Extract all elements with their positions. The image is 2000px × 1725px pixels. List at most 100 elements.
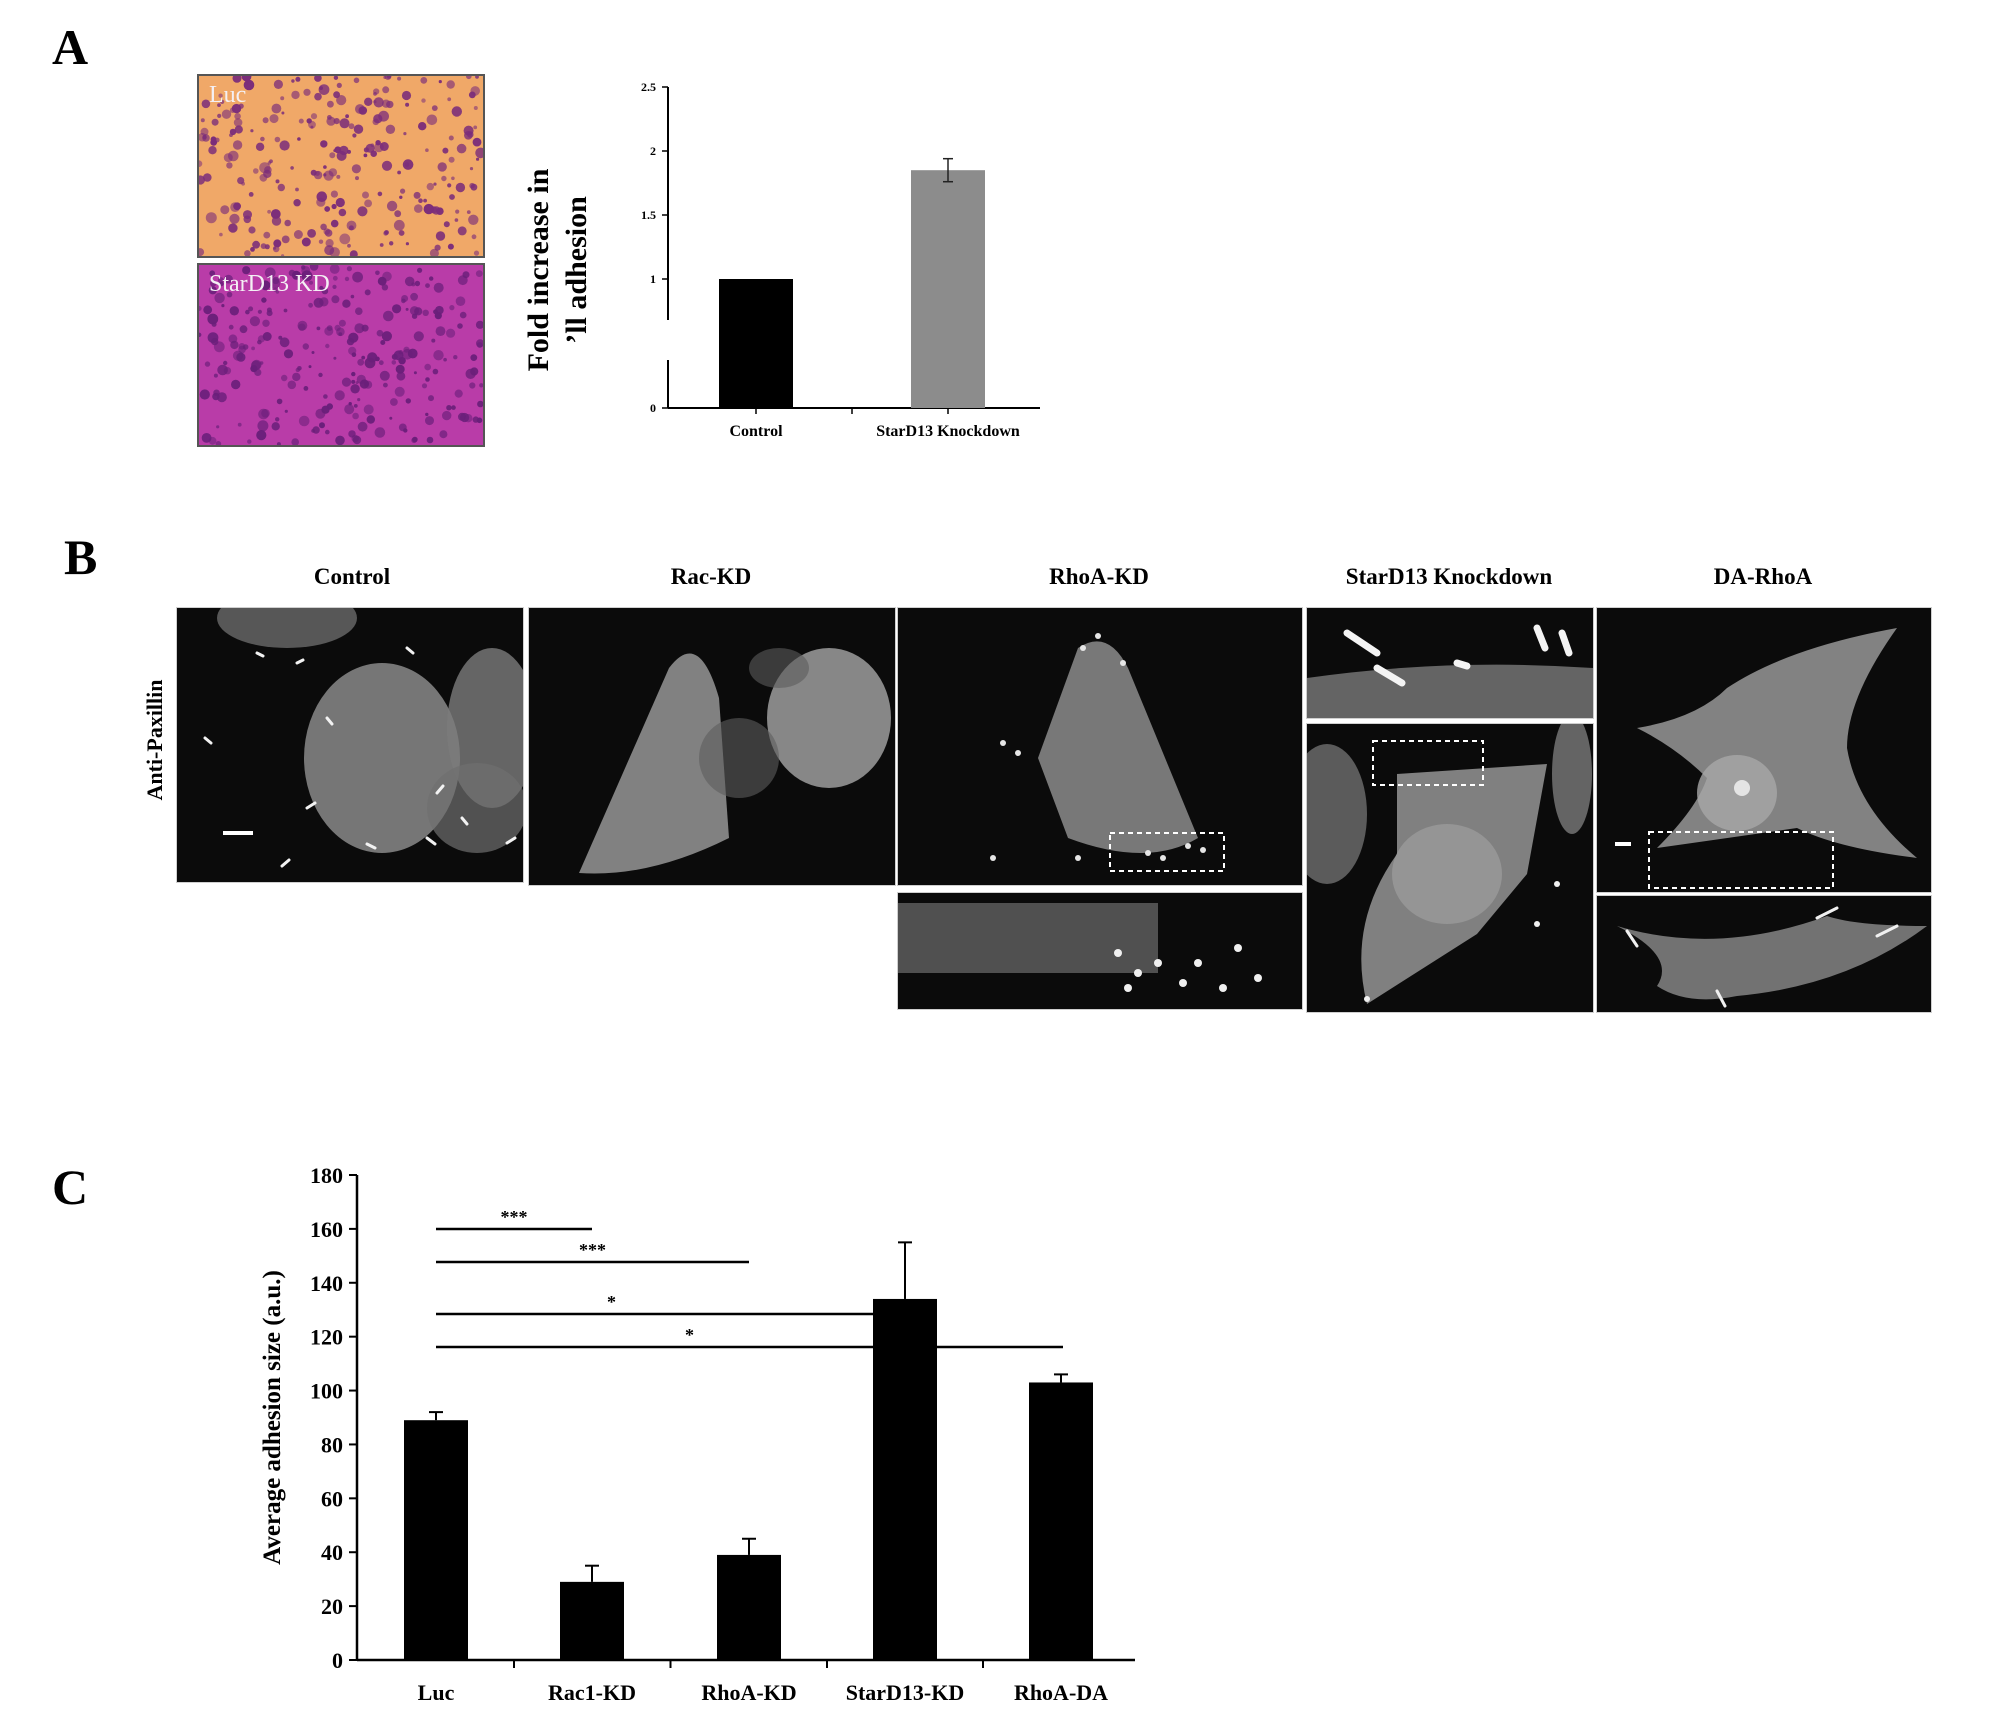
stained-cell <box>355 307 363 315</box>
stained-cell <box>357 398 361 402</box>
stained-cell <box>449 305 455 311</box>
stained-cell <box>457 226 467 236</box>
stained-cell <box>455 209 460 214</box>
stained-cell <box>248 192 254 197</box>
stained-cell <box>420 77 428 84</box>
stained-cell <box>398 357 406 365</box>
stained-cell <box>470 354 478 361</box>
stained-cell <box>438 80 442 84</box>
stained-cell <box>348 225 354 231</box>
stained-cell <box>291 79 295 83</box>
stained-cell <box>379 243 384 247</box>
stained-cell <box>228 324 234 330</box>
stained-cell <box>199 306 202 311</box>
stained-cell <box>421 383 428 389</box>
stained-cell <box>262 319 270 327</box>
stained-cell <box>327 115 332 120</box>
stained-cell <box>302 343 309 350</box>
stained-cell <box>229 213 240 224</box>
stained-cell <box>303 88 311 96</box>
stained-cell <box>276 442 281 445</box>
stained-cell <box>226 291 233 298</box>
stained-cell <box>333 356 337 360</box>
stained-cell <box>473 125 478 130</box>
stained-cell <box>398 350 403 355</box>
stained-cell <box>229 306 239 316</box>
x-tick-label: RhoA-KD <box>701 1680 796 1705</box>
stained-cell <box>334 390 345 401</box>
stained-cell <box>334 146 342 154</box>
stained-cell <box>426 182 434 191</box>
stained-cell <box>298 118 304 124</box>
stained-cell <box>397 76 402 81</box>
stard13-kd-micrograph-texture <box>199 265 483 445</box>
stained-cell <box>319 285 324 291</box>
stained-cell <box>332 284 337 289</box>
stained-cell <box>442 147 449 154</box>
stained-cell <box>211 321 217 327</box>
stained-cell <box>470 183 478 191</box>
stained-cell <box>381 99 391 108</box>
stained-cell <box>439 430 448 439</box>
stained-cell <box>287 380 297 390</box>
stained-cell <box>459 311 467 319</box>
stained-cell <box>363 153 368 158</box>
stained-cell <box>221 304 225 308</box>
stained-cell <box>413 191 421 199</box>
stained-cell <box>325 239 334 248</box>
stained-cell <box>352 271 363 283</box>
stained-cell <box>403 132 407 136</box>
stained-cell <box>449 194 455 200</box>
bar <box>873 1298 937 1660</box>
stained-cell <box>454 389 463 398</box>
stained-cell <box>216 425 220 429</box>
stained-cell <box>245 80 249 85</box>
stained-cell <box>435 326 446 336</box>
stained-cell <box>231 379 241 390</box>
stained-cell <box>391 360 397 365</box>
stained-cell <box>442 410 452 421</box>
x-tick-label: RhoA-DA <box>1014 1680 1108 1705</box>
stained-cell <box>209 270 216 277</box>
stained-cell <box>344 276 350 282</box>
stained-cell <box>352 412 359 420</box>
stained-cell <box>417 267 423 273</box>
stained-cell <box>311 351 315 354</box>
row-label-anti-paxillin: Anti-Paxillin <box>142 679 167 801</box>
x-tick-label: Luc <box>418 1680 455 1705</box>
stained-cell <box>473 106 478 110</box>
stained-cell <box>301 266 311 275</box>
stained-cell <box>355 176 359 181</box>
stained-cell <box>437 162 447 172</box>
stained-cell <box>377 191 383 197</box>
stained-cell <box>272 245 280 253</box>
stained-cell <box>424 363 431 371</box>
stained-cell <box>346 266 352 272</box>
stained-cell <box>421 98 426 103</box>
stained-cell <box>447 97 452 102</box>
stained-cell <box>281 374 288 382</box>
y-tick-label: 1.5 <box>641 208 656 222</box>
column-title-stard13-knockdown: StarD13 Knockdown <box>1345 564 1553 589</box>
stained-cell <box>447 243 454 250</box>
stained-cell <box>233 202 241 211</box>
stained-cell <box>307 229 316 238</box>
stained-cell <box>237 422 242 427</box>
stained-cell <box>433 182 437 186</box>
stained-cell <box>199 389 210 400</box>
stained-cell <box>329 152 336 159</box>
bar <box>560 1581 624 1660</box>
stained-cell <box>260 280 271 291</box>
stained-cell <box>410 292 418 301</box>
stained-cell <box>275 417 280 422</box>
column-title-da-rhoa: DA-RhoA <box>1713 564 1813 589</box>
stained-cell <box>270 209 281 219</box>
stained-cell <box>267 209 271 214</box>
stained-cell <box>266 310 273 317</box>
stained-cell <box>309 280 313 285</box>
stained-cell <box>422 309 429 316</box>
stained-cell <box>308 302 313 308</box>
y-tick-label: 160 <box>310 1217 343 1242</box>
stained-cell <box>433 309 438 315</box>
stained-cell <box>393 219 405 231</box>
